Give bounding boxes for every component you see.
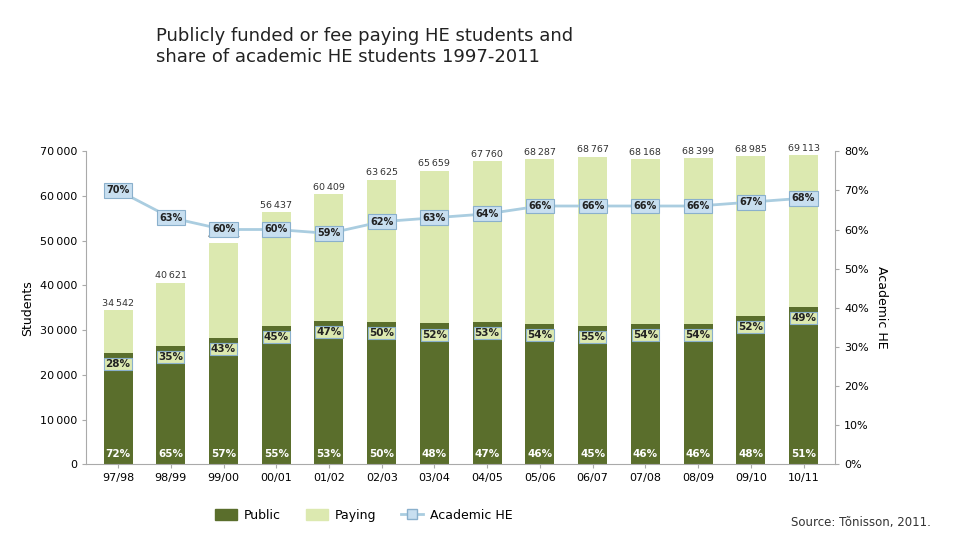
Legend: Public, Paying, Academic HE: Public, Paying, Academic HE	[210, 504, 517, 527]
Text: 48%: 48%	[421, 449, 447, 459]
Bar	[420, 171, 449, 323]
Text: 53%: 53%	[317, 449, 342, 459]
Text: 70%: 70%	[107, 185, 130, 195]
Bar	[315, 194, 344, 321]
Bar	[104, 353, 132, 464]
Bar	[684, 323, 712, 464]
Text: 63%: 63%	[159, 213, 182, 223]
Text: 67 760: 67 760	[471, 150, 503, 159]
Text: 48%: 48%	[738, 449, 763, 459]
Text: 60%: 60%	[265, 225, 288, 234]
Text: 65 659: 65 659	[419, 159, 450, 168]
Text: 66%: 66%	[581, 201, 604, 211]
Text: 45%: 45%	[264, 332, 289, 342]
Text: 55%: 55%	[580, 332, 605, 342]
Bar	[736, 156, 765, 316]
Text: 52%: 52%	[738, 322, 763, 333]
Text: 63 625: 63 625	[366, 168, 397, 178]
Text: 67%: 67%	[739, 197, 762, 207]
Text: 68 287: 68 287	[524, 147, 556, 157]
Bar	[104, 310, 132, 353]
Text: 62%: 62%	[370, 217, 394, 227]
Bar	[367, 180, 396, 322]
Text: 68%: 68%	[792, 193, 815, 203]
Text: Source: Tõnisson, 2011.: Source: Tõnisson, 2011.	[791, 516, 931, 529]
Text: 68 168: 68 168	[630, 148, 661, 157]
Bar	[420, 323, 449, 464]
Bar	[631, 159, 660, 324]
Text: 28%: 28%	[106, 359, 131, 369]
Text: 65%: 65%	[158, 449, 183, 459]
Text: 68 985: 68 985	[735, 145, 767, 153]
Text: 56 437: 56 437	[260, 201, 292, 210]
Text: 49%: 49%	[791, 313, 816, 323]
Bar	[525, 159, 555, 324]
Text: 72%: 72%	[106, 449, 131, 459]
Y-axis label: Students: Students	[21, 280, 35, 336]
Text: 68 767: 68 767	[577, 145, 609, 154]
Bar	[525, 324, 555, 464]
Text: 53%: 53%	[474, 328, 499, 338]
Text: 46%: 46%	[527, 449, 552, 459]
Text: 45%: 45%	[580, 449, 605, 459]
Bar	[262, 212, 291, 326]
Text: 63%: 63%	[422, 213, 446, 223]
Text: 43%: 43%	[211, 344, 236, 354]
Text: 64%: 64%	[475, 209, 499, 219]
Bar	[315, 321, 344, 464]
Bar	[472, 161, 502, 322]
Text: 60 409: 60 409	[313, 183, 345, 192]
Bar	[789, 155, 818, 307]
Text: 57%: 57%	[211, 449, 236, 459]
Text: 47%: 47%	[317, 327, 342, 338]
Bar	[736, 316, 765, 464]
Text: 54%: 54%	[527, 330, 552, 340]
Bar	[156, 346, 185, 464]
Text: 54%: 54%	[633, 330, 658, 340]
Text: 54%: 54%	[685, 330, 710, 340]
Text: 50%: 50%	[370, 328, 395, 338]
Bar	[209, 242, 238, 338]
Text: 60%: 60%	[212, 225, 235, 234]
Bar	[156, 282, 185, 346]
Text: 40 621: 40 621	[155, 272, 186, 280]
Bar	[472, 322, 502, 464]
Text: 50%: 50%	[370, 449, 395, 459]
Bar	[578, 157, 607, 326]
Bar	[789, 307, 818, 464]
Bar	[209, 338, 238, 464]
Text: 47%: 47%	[474, 449, 500, 459]
Text: 66%: 66%	[686, 201, 709, 211]
Text: 68 399: 68 399	[683, 147, 714, 156]
Bar	[578, 326, 607, 464]
Bar	[684, 158, 712, 323]
Text: 59%: 59%	[318, 228, 341, 239]
Text: Publicly funded or fee paying HE students and
share of academic HE students 1997: Publicly funded or fee paying HE student…	[156, 27, 573, 66]
Y-axis label: Academic HE: Academic HE	[876, 266, 888, 349]
Text: 46%: 46%	[633, 449, 658, 459]
Text: 66%: 66%	[528, 201, 552, 211]
Text: 66%: 66%	[634, 201, 657, 211]
Bar	[631, 324, 660, 464]
Text: 35%: 35%	[158, 353, 183, 362]
Text: 52%: 52%	[422, 329, 447, 340]
Text: 51%: 51%	[791, 449, 816, 459]
Text: 34 542: 34 542	[102, 299, 134, 308]
Text: 46%: 46%	[685, 449, 710, 459]
Bar	[367, 322, 396, 464]
Text: 69 113: 69 113	[787, 144, 820, 153]
Text: 49 574: 49 574	[207, 231, 239, 240]
Text: 55%: 55%	[264, 449, 289, 459]
Bar	[262, 326, 291, 464]
